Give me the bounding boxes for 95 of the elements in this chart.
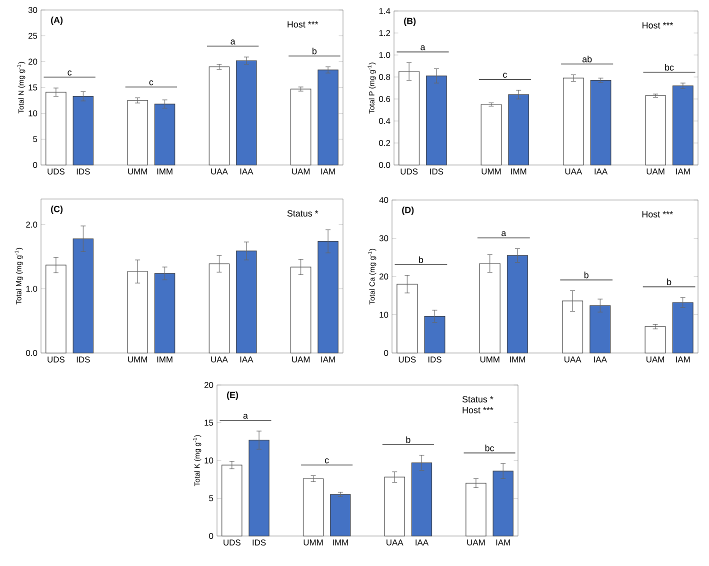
annotation: Status * [287,210,318,217]
x-tick-label: IMM [157,168,172,174]
x-tick-label: IAM [496,540,510,546]
y-tick-label: 20 [204,382,214,388]
y-tick-label: 0.8 [379,74,390,80]
annotation: b [419,256,424,263]
text: (C) [51,206,63,214]
x-tick-label: UDS [400,168,418,175]
x-tick-label: IAA [594,168,608,174]
y-tick-label: 5 [209,495,214,502]
x-tick-label: UMM [128,356,147,362]
x-tick-label: UDS [48,168,65,175]
x-tick-label: IDS [430,168,444,175]
y-tick-label: 0 [33,162,38,168]
x-tick-label: UMM [304,540,323,546]
x-tick-label: UDS [48,356,65,363]
x-tick-label: UAM [292,356,310,362]
y-tick-label: 1.4 [379,8,390,14]
x-tick-label: UAA [211,168,228,174]
x-tick-label: IDS [76,168,90,175]
y-tick-label: 10 [204,458,214,464]
annotation: b [667,278,672,286]
y-tick-label: 1.0 [26,286,38,292]
x-tick-label: UMM [128,168,147,174]
x-tick-label: UAA [565,168,582,174]
x-tick-label: UAM [646,356,664,362]
annotation: Host *** [642,22,674,28]
text: (B) [404,18,416,26]
annotation: a [243,414,248,419]
x-tick-label: UDS [224,540,240,546]
y-tick-label: 1.2 [379,30,390,36]
x-tick-label: UAA [211,356,228,362]
y-tick-label: 0.0 [379,162,390,168]
y-tick-label: 15 [204,420,214,426]
y-tick-label: 2.0 [26,222,38,228]
x-tick-label: IMM [332,540,348,546]
x-tick-label: IMM [157,356,172,362]
x-tick-label: IMM [510,356,525,362]
y-tick-label: 10 [28,110,38,116]
annotation: b [312,48,317,54]
y-tick-label: 0 [209,533,214,539]
y-tick-label: 10 [380,312,388,318]
annotation: b [406,436,410,443]
x-tick-label: UAM [467,540,485,546]
x-tick-label: UMM [482,168,501,174]
text: (A) [51,16,63,25]
x-tick-label: UAA [386,540,404,546]
x-tick-label: IAA [240,356,254,362]
y-tick-label: 0.4 [379,118,390,124]
x-tick-label: UAM [292,168,310,174]
x-tick-label: IAM [676,356,690,362]
x-tick-label: IAA [416,540,429,546]
x-tick-label: IAM [321,356,335,362]
annotation: b [584,272,588,278]
x-tick-label: IAM [676,168,690,174]
annotation: a [230,40,236,44]
annotation: bc [665,64,674,71]
y-tick-label: 0.2 [379,140,390,146]
annotation: ab [582,56,592,62]
x-tick-label: UMM [480,356,500,362]
x-tick-label: IAA [240,168,254,174]
y-tick-label: 0.6 [379,96,390,102]
text: (E) [226,392,238,400]
y-tick-label: 0.0 [26,350,38,356]
x-tick-label: IAM [321,168,335,174]
x-tick-label: IDS [252,540,266,546]
annotation: a [420,45,426,50]
y-tick-label: 1.0 [379,52,390,58]
annotation: a [502,231,506,236]
y-tick-label: 20 [379,274,388,280]
text: (D) [402,206,414,215]
x-tick-label: IAA [594,356,607,362]
y-tick-label: 40 [379,197,388,203]
x-tick-label: IDS [428,356,442,363]
y-tick-label: 30 [379,235,388,242]
y-tick-label: 30 [28,7,38,13]
annotation: c [324,458,329,464]
annotation: bc [485,444,494,452]
y-tick-label: 15 [28,84,38,90]
annotation: c [503,72,507,78]
y-tick-label: 25 [28,32,38,39]
annotation: Host *** [642,211,673,218]
y-tick-label: 5 [33,136,38,142]
y-tick-label: 0 [384,350,388,356]
x-tick-label: UAM [646,168,664,174]
x-tick-label: IDS [76,356,90,363]
x-tick-label: IMM [511,168,526,174]
annotation: c [68,70,72,76]
annotation: Host *** [462,407,494,414]
x-tick-label: UAA [564,356,582,362]
annotation: c [149,80,154,86]
annotation: Host *** [288,21,318,28]
y-tick-label: 20 [28,58,38,65]
annotation: Status * [462,396,494,402]
x-tick-label: UDS [398,356,416,363]
